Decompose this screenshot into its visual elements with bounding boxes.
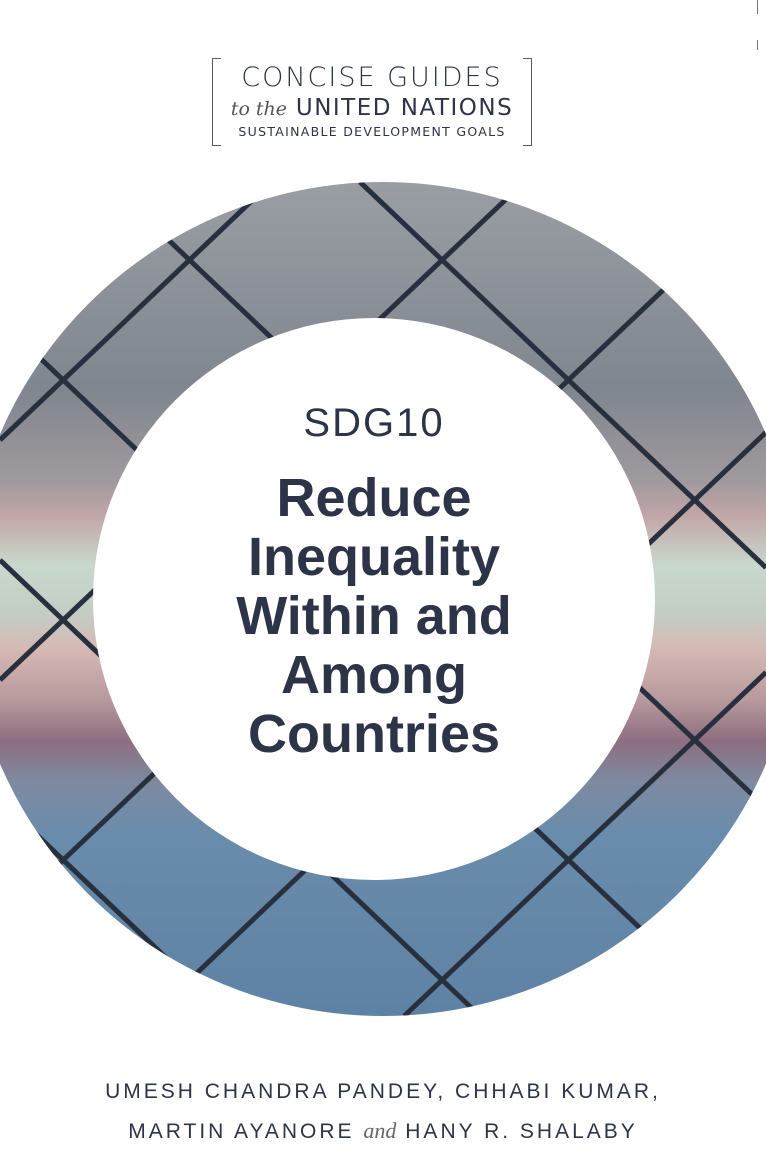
series-prefix: to the bbox=[230, 98, 288, 120]
fence-wire bbox=[655, 910, 766, 1016]
title-line: Countries bbox=[247, 704, 501, 764]
series-un: UNITED NATIONS bbox=[295, 95, 514, 121]
fence-wire bbox=[0, 182, 21, 202]
fence-wire bbox=[0, 182, 274, 442]
series-title: CONCISE GUIDES bbox=[241, 62, 503, 93]
series-tagline: SUSTAINABLE DEVELOPMENT GOALS bbox=[238, 124, 506, 139]
left-bracket bbox=[212, 58, 221, 146]
crop-mark bbox=[757, 0, 758, 14]
author: MARTIN AYANORE bbox=[128, 1120, 355, 1143]
authors-line-1: UMESH CHANDRA PANDEY, CHHABI KUMAR, bbox=[105, 1080, 661, 1103]
book-title: Reduce Inequality Within and Among Count… bbox=[92, 469, 656, 764]
title-line: Inequality bbox=[247, 527, 501, 587]
right-bracket bbox=[523, 58, 532, 146]
title-line: Among bbox=[281, 645, 467, 705]
title-circle bbox=[93, 318, 655, 880]
conjunction: and bbox=[363, 1118, 397, 1143]
title-line: Reduce bbox=[276, 468, 472, 528]
series-subtitle: to the UNITED NATIONS bbox=[212, 95, 532, 121]
series-logo: CONCISE GUIDES to the UNITED NATIONS SUS… bbox=[212, 58, 532, 146]
fence-wire bbox=[402, 670, 766, 1016]
title-line: Within and bbox=[236, 586, 512, 646]
crop-mark bbox=[757, 40, 758, 50]
authors-line-2: MARTIN AYANORE and HANY R. SHALABY bbox=[0, 1118, 766, 1144]
goal-number: SDG10 bbox=[303, 401, 445, 445]
fence-wire bbox=[358, 182, 766, 570]
title-block: SDG10 Reduce Inequality Within and Among… bbox=[92, 319, 656, 879]
author: HANY R. SHALABY bbox=[405, 1120, 638, 1143]
